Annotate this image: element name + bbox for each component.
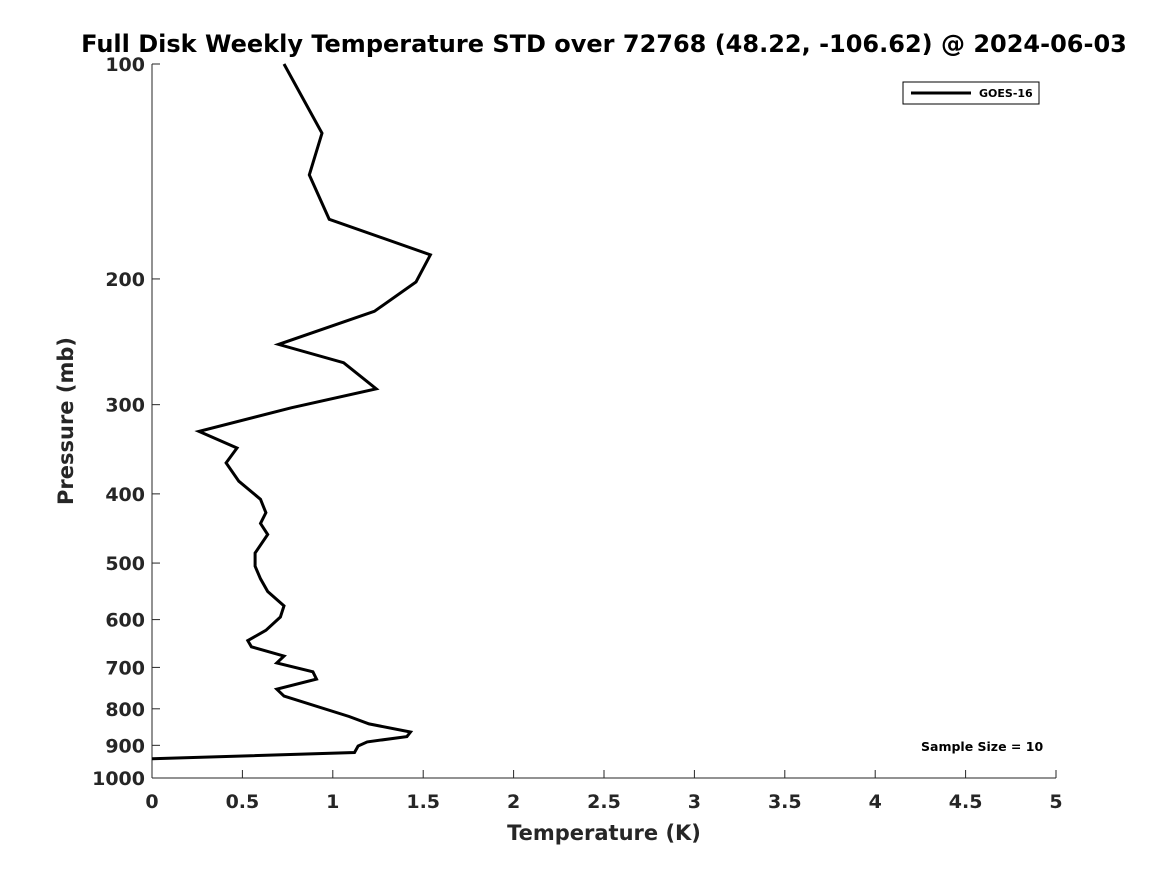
x-tick-label: 5 [1049,791,1062,813]
legend: GOES-16 [902,81,1040,105]
y-tick-label: 600 [105,610,145,632]
y-tick-label: 200 [105,269,145,291]
x-axis-label: Temperature (K) [507,821,701,845]
y-tick-label: 500 [105,553,145,575]
x-tick-label: 2.5 [587,791,621,813]
series-line-goes-16 [151,63,433,761]
x-tick-label: 1 [326,791,339,813]
y-tick-label: 700 [105,657,145,679]
y-tick-label: 800 [105,699,145,721]
x-tick-label: 0 [145,791,158,813]
x-tick-label: 1.5 [406,791,440,813]
series-layer [151,63,433,761]
x-tick-label: 3 [688,791,701,813]
y-axis-label: Pressure (mb) [54,337,78,505]
x-tick-label: 4 [869,791,882,813]
y-tick-label: 900 [105,735,145,757]
chart-title: Full Disk Weekly Temperature STD over 72… [81,30,1127,58]
legend-label-goes-16: GOES-16 [979,87,1033,100]
y-tick-label: 1000 [92,768,145,790]
plot-frame [152,64,1056,778]
y-tick-label: 300 [105,395,145,417]
y-tick-label: 400 [105,484,145,506]
x-tick-label: 4.5 [949,791,983,813]
x-tick-label: 0.5 [226,791,260,813]
sample-size-annotation: Sample Size = 10 [921,739,1043,754]
y-ticks: 100 200 300 400 500 600 700 800 900 1000 [92,54,160,790]
x-tick-label: 2 [507,791,520,813]
x-ticks: 0 0.5 1 1.5 2 2.5 3 3.5 4 4.5 5 [145,770,1063,813]
x-tick-label: 3.5 [768,791,802,813]
y-tick-label: 100 [105,54,145,76]
